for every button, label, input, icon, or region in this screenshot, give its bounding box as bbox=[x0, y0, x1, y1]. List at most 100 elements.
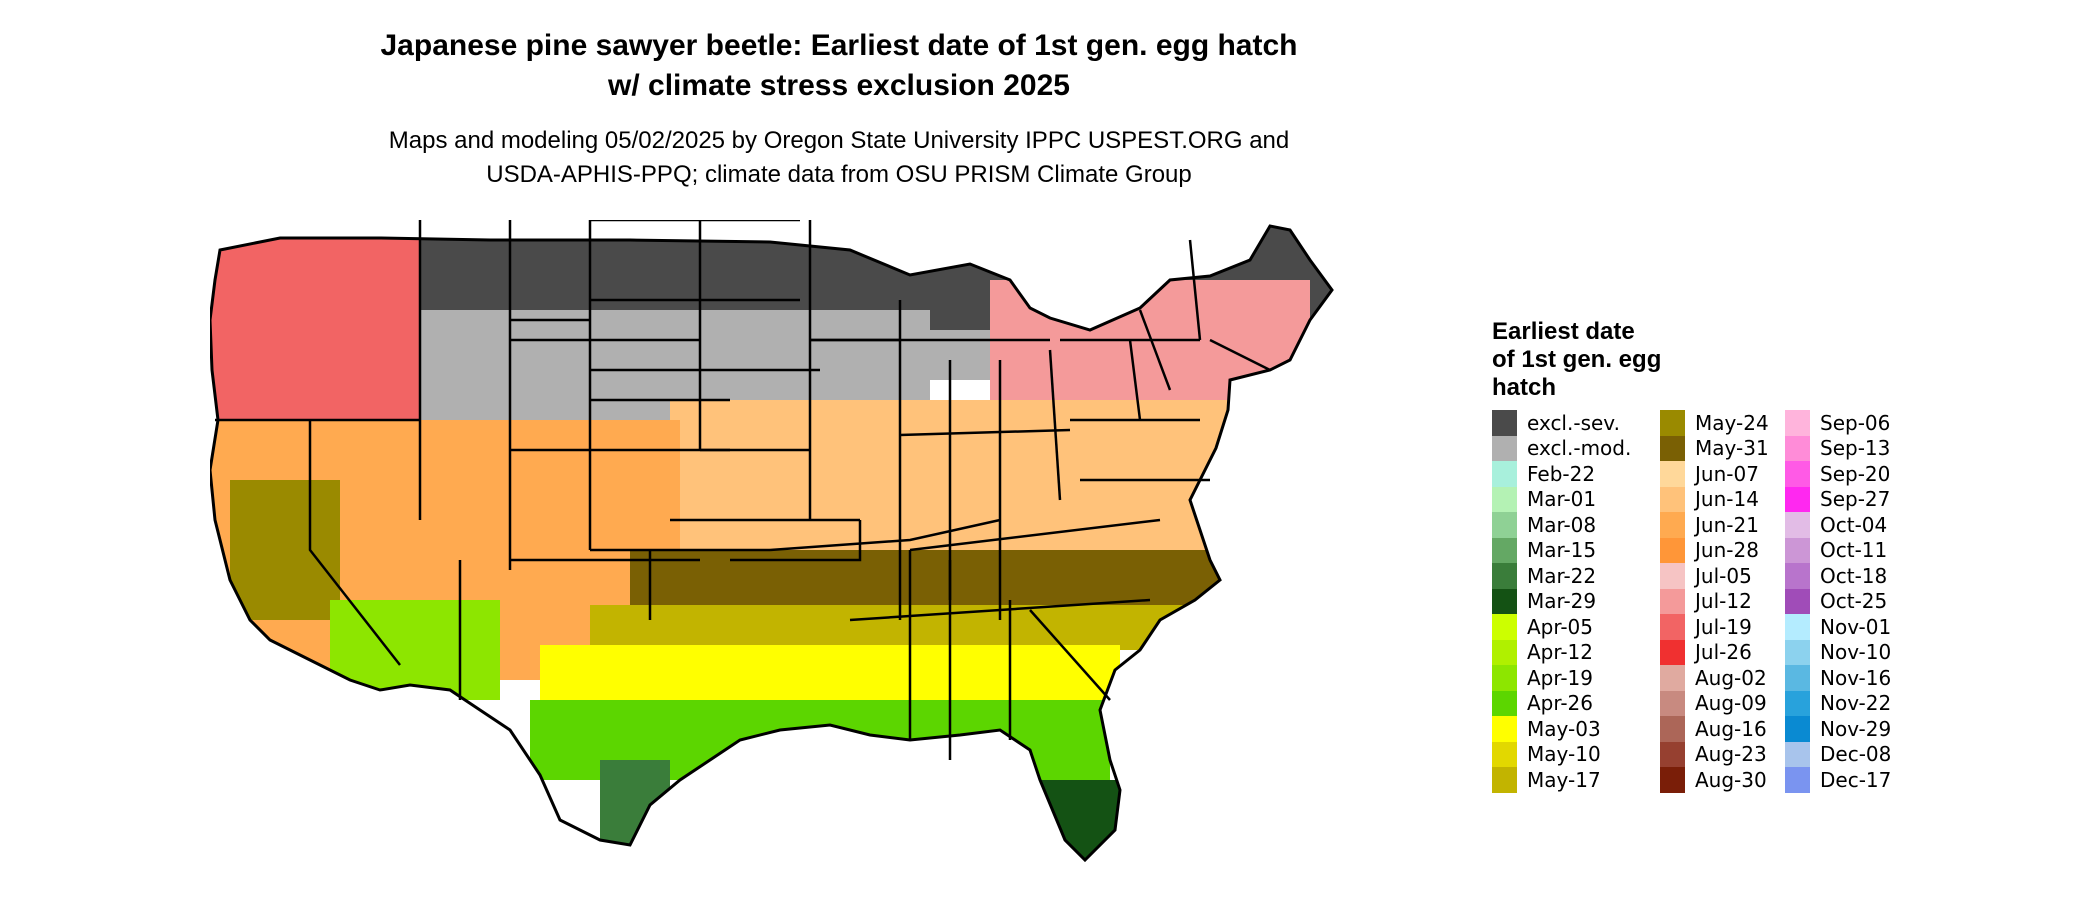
legend-item: Jun-21 bbox=[1660, 512, 1769, 538]
map-region-michigan-northeast bbox=[990, 280, 1310, 420]
legend-label: Sep-13 bbox=[1820, 436, 1891, 461]
legend-label: Nov-29 bbox=[1820, 716, 1892, 741]
legend-swatch bbox=[1660, 435, 1685, 461]
legend-item: Oct-25 bbox=[1785, 588, 1891, 614]
legend-swatch bbox=[1492, 639, 1517, 665]
legend-item: Oct-18 bbox=[1785, 563, 1891, 589]
legend-label: May-17 bbox=[1527, 767, 1601, 792]
legend-label: Dec-08 bbox=[1820, 742, 1892, 767]
legend-item: Jun-07 bbox=[1660, 461, 1769, 487]
legend-label: Feb-22 bbox=[1527, 461, 1596, 486]
legend-item: Dec-08 bbox=[1785, 741, 1892, 767]
legend-item: excl.-mod. bbox=[1492, 435, 1632, 461]
legend-column-3: Sep-06 Sep-13 Sep-20 Sep-27 Oct-04 Oct-1… bbox=[1785, 410, 1891, 793]
legend-item: Mar-29 bbox=[1492, 588, 1631, 614]
map-title: Japanese pine sawyer beetle: Earliest da… bbox=[0, 26, 1678, 106]
legend-label: Nov-22 bbox=[1820, 691, 1892, 716]
legend-label: Jun-14 bbox=[1695, 487, 1759, 512]
legend-item: May-10 bbox=[1492, 741, 1631, 767]
map-subtitle-line: Maps and modeling 05/02/2025 by Oregon S… bbox=[388, 127, 1290, 154]
legend-swatch bbox=[1785, 690, 1810, 716]
map-region-pacific-northwest bbox=[210, 226, 420, 420]
legend-item: Apr-05 bbox=[1492, 614, 1631, 640]
legend-label: Mar-22 bbox=[1527, 563, 1597, 588]
legend-label: Apr-05 bbox=[1527, 614, 1593, 639]
legend-label: Oct-04 bbox=[1820, 512, 1888, 537]
legend-item: Oct-11 bbox=[1785, 537, 1891, 563]
legend-item: Nov-16 bbox=[1785, 665, 1891, 691]
legend-label: Oct-25 bbox=[1820, 589, 1888, 614]
legend-column-2: May-24 May-31 Jun-07 Jun-14 Jun-21 Jun-2… bbox=[1660, 410, 1769, 793]
legend-label: May-31 bbox=[1695, 436, 1769, 461]
map-region-central-valley bbox=[230, 480, 340, 620]
legend-item: Mar-01 bbox=[1492, 486, 1631, 512]
legend-swatch bbox=[1492, 741, 1517, 767]
legend-item: Sep-06 bbox=[1785, 410, 1891, 436]
legend-item: Nov-01 bbox=[1785, 614, 1891, 640]
legend-item: Sep-20 bbox=[1785, 461, 1891, 487]
legend-swatch bbox=[1660, 563, 1685, 589]
legend-swatch bbox=[1492, 537, 1517, 563]
legend-swatch bbox=[1785, 741, 1810, 767]
legend-swatch bbox=[1785, 767, 1810, 793]
legend-swatch bbox=[1492, 588, 1517, 614]
legend-item: Apr-19 bbox=[1492, 665, 1631, 691]
legend-label: Nov-01 bbox=[1820, 614, 1892, 639]
legend-title-line: of 1st gen. egg bbox=[1492, 346, 1662, 373]
legend-label: Jun-21 bbox=[1695, 512, 1759, 537]
map-subtitle-line: USDA-APHIS-PPQ; climate data from OSU PR… bbox=[486, 161, 1192, 188]
legend-swatch bbox=[1660, 512, 1685, 538]
legend-label: Mar-15 bbox=[1527, 538, 1597, 563]
legend-swatch bbox=[1785, 512, 1810, 538]
legend-swatch bbox=[1785, 588, 1810, 614]
legend-swatch bbox=[1785, 716, 1810, 742]
legend-label: May-03 bbox=[1527, 716, 1601, 741]
legend-label: Sep-20 bbox=[1820, 461, 1891, 486]
legend-label: excl.-mod. bbox=[1527, 436, 1632, 461]
legend-swatch bbox=[1492, 435, 1517, 461]
legend-item: Aug-16 bbox=[1660, 716, 1769, 742]
legend-label: Aug-30 bbox=[1695, 767, 1767, 792]
legend-swatch bbox=[1785, 410, 1810, 436]
legend-label: Oct-11 bbox=[1820, 538, 1888, 563]
legend-swatch bbox=[1492, 486, 1517, 512]
legend-label: Sep-06 bbox=[1820, 410, 1891, 435]
legend-swatch bbox=[1660, 614, 1685, 640]
legend-item: Jul-05 bbox=[1660, 563, 1769, 589]
legend-label: Mar-01 bbox=[1527, 487, 1597, 512]
legend-label: Oct-18 bbox=[1820, 563, 1888, 588]
legend-swatch bbox=[1785, 486, 1810, 512]
legend-swatch bbox=[1660, 410, 1685, 436]
legend-swatch bbox=[1660, 741, 1685, 767]
legend-item: Oct-04 bbox=[1785, 512, 1891, 538]
legend-label: Mar-29 bbox=[1527, 589, 1597, 614]
legend-title: Earliest date of 1st gen. egg hatch bbox=[1492, 318, 1661, 402]
legend-swatch bbox=[1660, 461, 1685, 487]
legend-item: Jun-14 bbox=[1660, 486, 1769, 512]
legend-label: Apr-12 bbox=[1527, 640, 1593, 665]
legend-swatch bbox=[1660, 537, 1685, 563]
legend-swatch bbox=[1785, 435, 1810, 461]
legend-item: May-31 bbox=[1660, 435, 1769, 461]
legend-label: Nov-10 bbox=[1820, 640, 1892, 665]
legend-swatch bbox=[1492, 665, 1517, 691]
legend-item: Sep-13 bbox=[1785, 435, 1891, 461]
legend-label: Mar-08 bbox=[1527, 512, 1597, 537]
legend-label: Nov-16 bbox=[1820, 665, 1892, 690]
legend-item: Nov-29 bbox=[1785, 716, 1891, 742]
legend-swatch bbox=[1492, 461, 1517, 487]
legend-swatch bbox=[1785, 563, 1810, 589]
legend-item: Feb-22 bbox=[1492, 461, 1631, 487]
map-region-gulf-band bbox=[540, 645, 1120, 705]
legend-swatch bbox=[1660, 767, 1685, 793]
legend-item: Aug-02 bbox=[1660, 665, 1769, 691]
legend-item: May-03 bbox=[1492, 716, 1631, 742]
legend-swatch bbox=[1492, 767, 1517, 793]
legend-item: Aug-30 bbox=[1660, 767, 1769, 793]
legend-swatch bbox=[1660, 665, 1685, 691]
legend-column-1: excl.-sev. excl.-mod. Feb-22 Mar-01 Mar-… bbox=[1492, 410, 1631, 793]
legend-swatch bbox=[1660, 716, 1685, 742]
legend-item: Aug-23 bbox=[1660, 741, 1769, 767]
legend-label: Apr-19 bbox=[1527, 665, 1593, 690]
legend-swatch bbox=[1492, 410, 1517, 436]
